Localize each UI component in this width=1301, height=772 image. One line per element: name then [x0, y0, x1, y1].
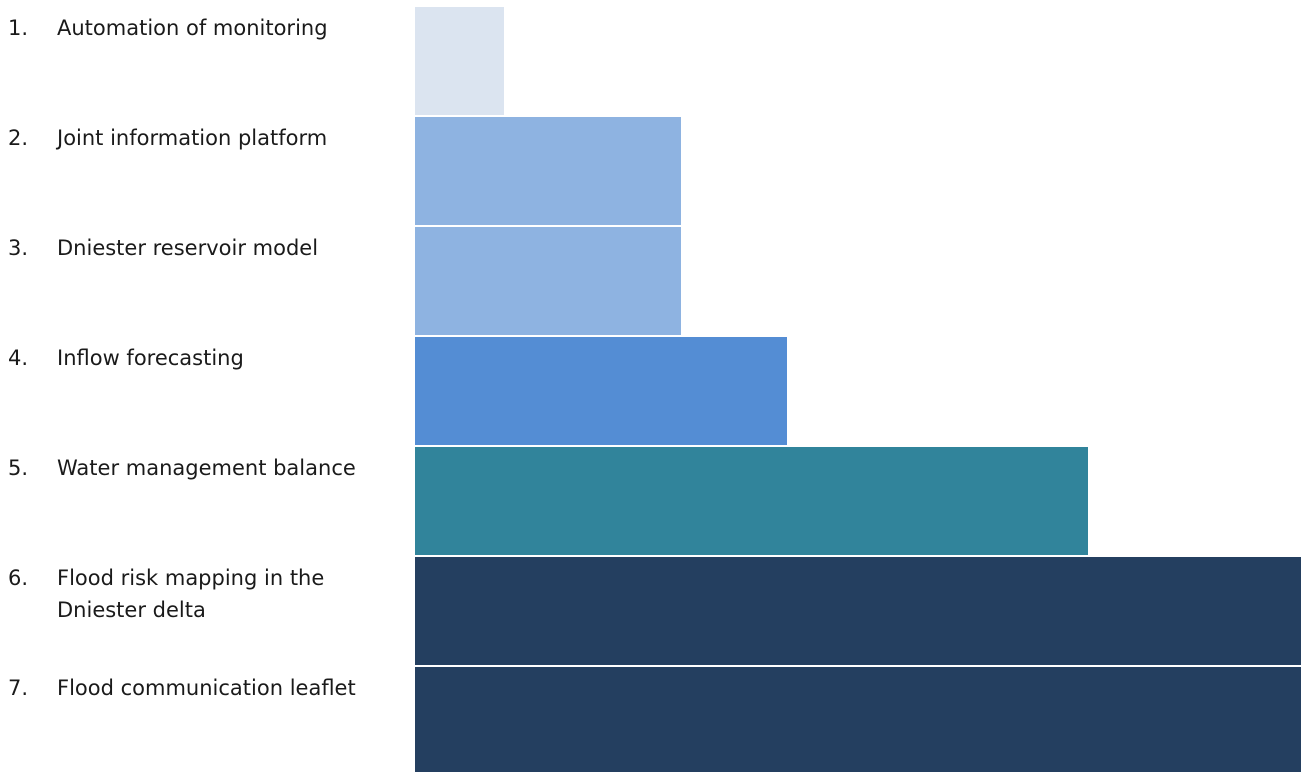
item-label-3: Dniester reservoir model	[57, 236, 318, 260]
item-number-1: 1.	[8, 16, 28, 40]
bar-2	[415, 117, 681, 225]
item-number-6: 6.	[8, 566, 28, 590]
item-number-7: 7.	[8, 676, 28, 700]
bar-group	[415, 7, 1301, 772]
item-number-4: 4.	[8, 346, 28, 370]
item-label-6-line-1: Flood risk mapping in the	[57, 566, 324, 590]
bar-7	[415, 667, 1301, 772]
item-label-2: Joint information platform	[55, 126, 327, 150]
item-label-1: Automation of monitoring	[57, 16, 328, 40]
bar-5	[415, 447, 1088, 555]
item-label-5: Water management balance	[57, 456, 356, 480]
item-label-6-line-2: Dniester delta	[57, 598, 206, 622]
bar-3	[415, 227, 681, 335]
item-number-3: 3.	[8, 236, 28, 260]
bar-4	[415, 337, 787, 445]
bar-1	[415, 7, 504, 115]
item-label-4: Inflow forecasting	[57, 346, 244, 370]
bar-6	[415, 557, 1301, 665]
item-number-2: 2.	[8, 126, 28, 150]
item-number-5: 5.	[8, 456, 28, 480]
label-group: 1. Automation of monitoring 2. Joint inform…	[8, 16, 356, 700]
item-label-7: Flood communication leaflet	[57, 676, 356, 700]
